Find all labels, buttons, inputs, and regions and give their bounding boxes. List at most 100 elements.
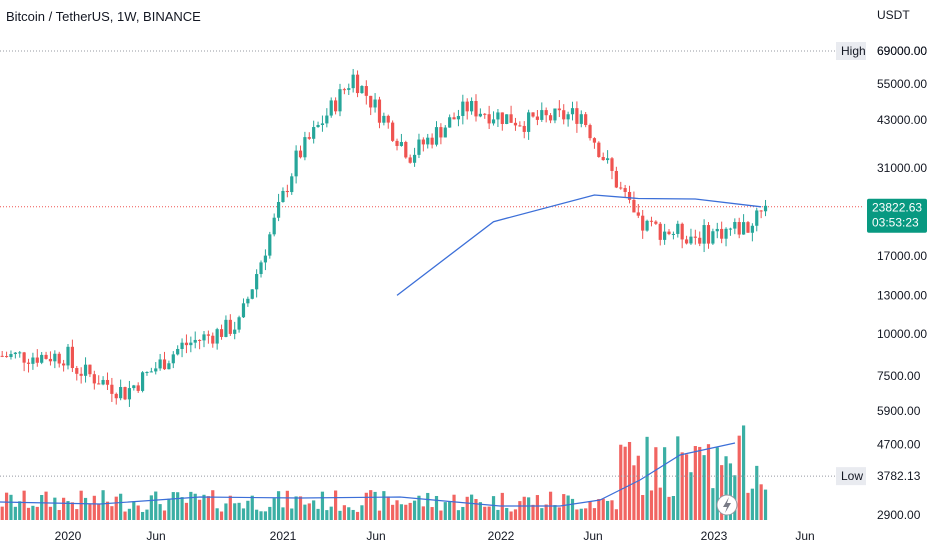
candle-body bbox=[443, 127, 447, 138]
candle-body bbox=[491, 119, 496, 124]
volume-bar bbox=[702, 455, 706, 520]
volume-bar bbox=[527, 497, 531, 520]
volume-bar bbox=[724, 456, 728, 520]
candle-body bbox=[395, 140, 399, 146]
candle bbox=[132, 384, 136, 391]
volume-average-line bbox=[0, 442, 736, 507]
candle-body bbox=[377, 99, 382, 123]
candle-body bbox=[619, 187, 623, 189]
candle bbox=[404, 140, 408, 159]
candle bbox=[79, 367, 83, 384]
candle bbox=[290, 173, 294, 195]
candle-body bbox=[522, 125, 526, 132]
volume-bar bbox=[70, 502, 74, 520]
candle bbox=[566, 111, 570, 127]
candle bbox=[18, 350, 22, 358]
volume-bar bbox=[474, 499, 478, 520]
volume-bar bbox=[119, 493, 123, 520]
candle bbox=[224, 315, 228, 338]
candle-body bbox=[535, 116, 540, 120]
volume-bar bbox=[364, 492, 368, 520]
candle bbox=[101, 376, 105, 386]
candle-body bbox=[711, 231, 715, 244]
reference-tag-label: High bbox=[841, 44, 866, 58]
candle bbox=[373, 93, 377, 113]
time-tick-label: Jun bbox=[583, 529, 602, 543]
volume-bar bbox=[588, 501, 592, 520]
candle-body bbox=[763, 205, 768, 212]
candle-body bbox=[483, 113, 487, 115]
candle-body bbox=[557, 108, 561, 111]
volume-bar bbox=[496, 509, 500, 520]
candle-body bbox=[351, 74, 355, 89]
candle-body bbox=[219, 329, 224, 337]
candle-body bbox=[158, 359, 162, 369]
time-axis: 2020 Jun 2021 Jun 2022 Jun 2023 Jun bbox=[55, 529, 815, 543]
volume-bar bbox=[720, 465, 724, 520]
candle-body bbox=[44, 354, 48, 359]
candle-body bbox=[658, 223, 662, 240]
candle-body bbox=[171, 354, 175, 364]
volume-bar bbox=[162, 510, 167, 520]
volume-bar bbox=[597, 499, 601, 520]
candle-body bbox=[386, 115, 390, 123]
candle-body bbox=[676, 223, 680, 234]
volume-bar bbox=[136, 505, 140, 520]
candle bbox=[663, 223, 667, 245]
candle-body bbox=[241, 303, 246, 318]
candle bbox=[693, 229, 697, 245]
candle bbox=[711, 228, 715, 245]
candle bbox=[570, 101, 575, 121]
volume-bar bbox=[715, 447, 719, 520]
candle-body bbox=[627, 191, 632, 200]
candle bbox=[487, 105, 491, 129]
candle-body bbox=[360, 86, 364, 94]
volume-bar bbox=[478, 502, 482, 520]
volume-bar bbox=[351, 509, 355, 520]
candle-body bbox=[312, 127, 316, 139]
candle bbox=[421, 137, 425, 152]
candle bbox=[746, 221, 750, 233]
volume-bar bbox=[88, 504, 92, 520]
candle bbox=[544, 107, 548, 123]
volume-bar bbox=[92, 495, 96, 520]
candle-body bbox=[101, 379, 105, 385]
candle-body bbox=[140, 372, 145, 391]
candle bbox=[733, 218, 737, 235]
volume-bar bbox=[18, 501, 22, 520]
reference-tag-value: 3782.13 bbox=[877, 469, 921, 483]
candle-body bbox=[421, 139, 425, 145]
volume-bar bbox=[470, 494, 474, 520]
candle-body bbox=[553, 108, 557, 121]
candle-body bbox=[338, 89, 342, 112]
candle bbox=[531, 112, 535, 118]
volume-bar bbox=[167, 498, 171, 520]
volume-bar bbox=[184, 502, 189, 520]
volume-bar bbox=[105, 501, 110, 520]
candle bbox=[83, 357, 88, 383]
candle bbox=[189, 336, 193, 353]
candle-body bbox=[562, 110, 566, 120]
volume-bar bbox=[649, 490, 654, 520]
candle bbox=[176, 345, 180, 356]
candle-body bbox=[641, 215, 645, 231]
volume-bar bbox=[733, 475, 737, 520]
volume-bar bbox=[619, 444, 623, 520]
candle bbox=[136, 382, 140, 393]
candle-body bbox=[198, 339, 202, 341]
moving-average bbox=[396, 194, 762, 296]
candle-body bbox=[601, 156, 605, 161]
candle-body bbox=[684, 239, 689, 244]
volume-bar bbox=[97, 504, 101, 520]
candle-body bbox=[579, 114, 583, 124]
candle-body bbox=[575, 108, 579, 124]
candle-body bbox=[281, 190, 285, 202]
candle-body bbox=[544, 110, 548, 116]
volume-bar bbox=[66, 501, 70, 520]
candle-body bbox=[31, 357, 35, 364]
candle-body bbox=[487, 114, 491, 124]
candle bbox=[171, 351, 175, 369]
candle-body bbox=[412, 154, 417, 163]
volume-bar bbox=[9, 494, 13, 520]
